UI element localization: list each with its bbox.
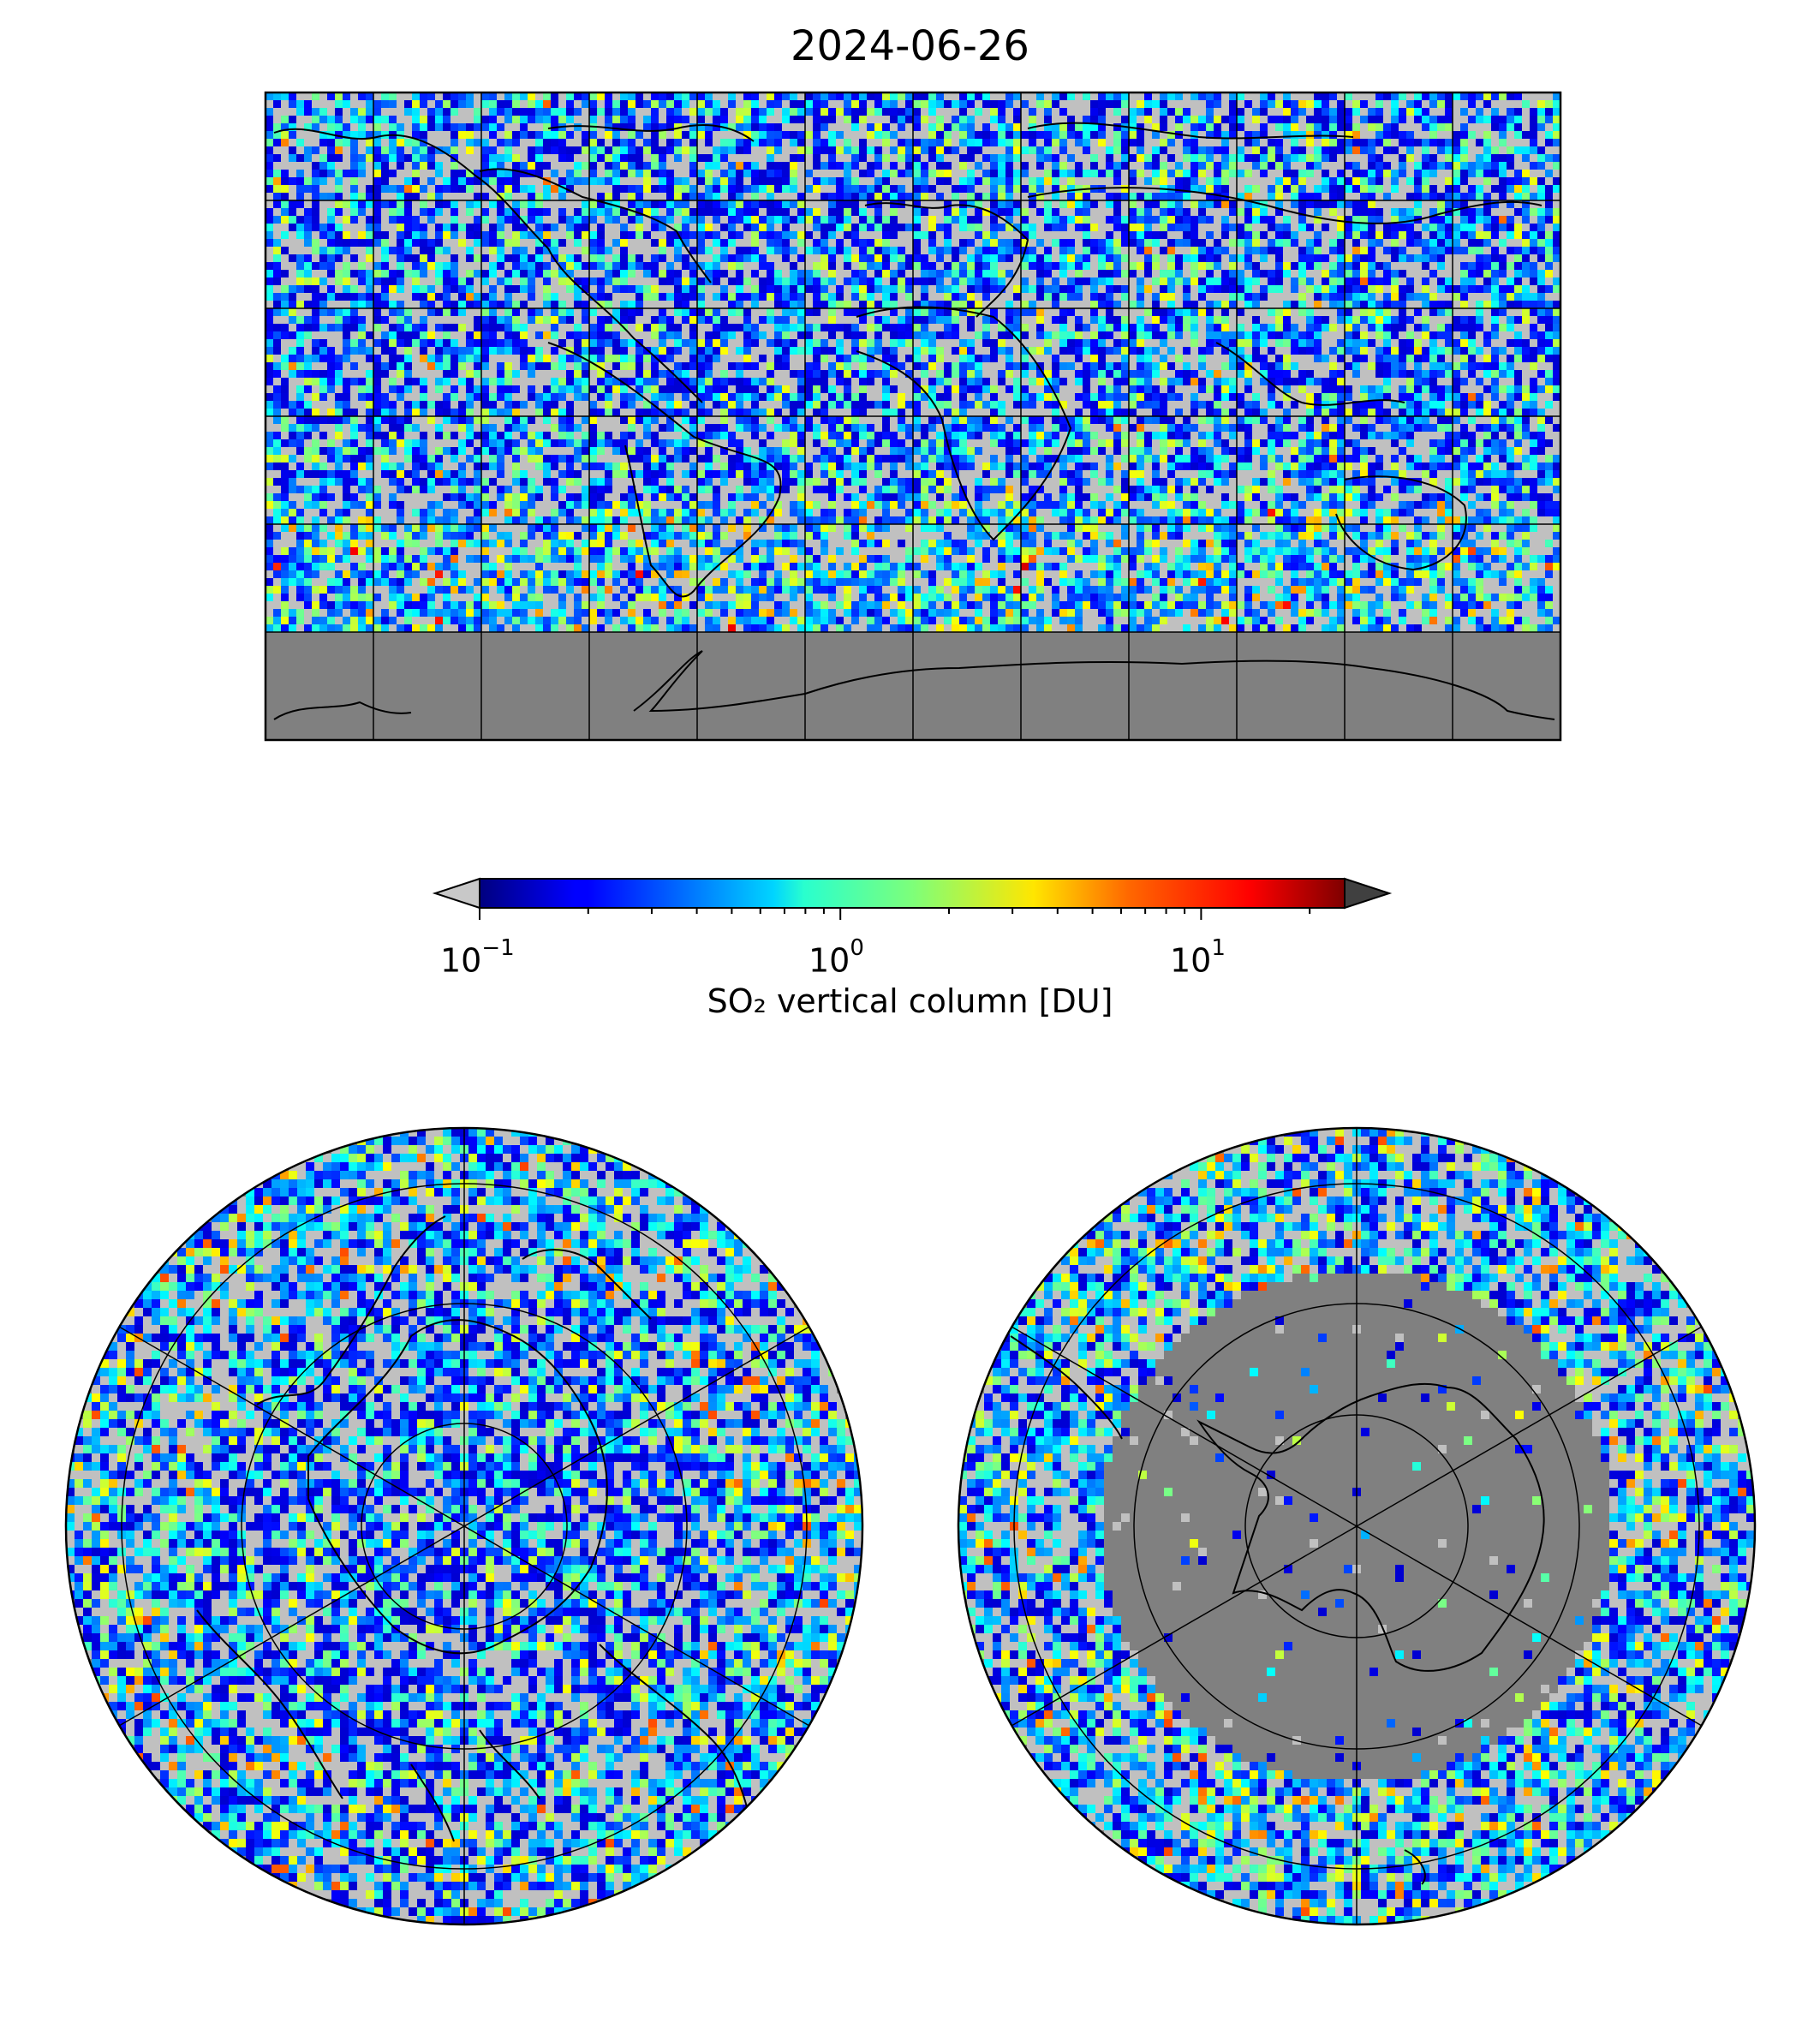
south-polar-map — [957, 1126, 1757, 1926]
south-frame — [957, 1126, 1757, 1926]
colorbar-ticks — [479, 908, 1311, 920]
north-gridlines — [118, 1128, 810, 1925]
colorbar-tick-label-0: 10−1 — [440, 937, 515, 977]
colorbar-under-extend — [432, 877, 480, 910]
global-map — [264, 91, 1562, 742]
global-data-pixels — [266, 92, 1560, 632]
colorbar — [432, 877, 1393, 920]
colorbar-label: SO₂ vertical column [DU] — [0, 985, 1820, 1017]
colorbar-gradient — [480, 879, 1345, 908]
global-frame — [264, 91, 1562, 742]
south-gridlines — [1011, 1128, 1703, 1925]
global-coastlines — [273, 122, 1555, 720]
colorbar-over-extend — [1344, 877, 1393, 910]
north-frame — [64, 1126, 864, 1926]
page-title: 2024-06-26 — [0, 26, 1820, 67]
colorbar-tick-label-1: 100 — [809, 937, 864, 977]
north-coastlines — [196, 1215, 755, 1842]
global-gridlines — [266, 92, 1560, 740]
colorbar-tick-label-2: 101 — [1170, 937, 1226, 977]
north-polar-map — [64, 1126, 864, 1926]
